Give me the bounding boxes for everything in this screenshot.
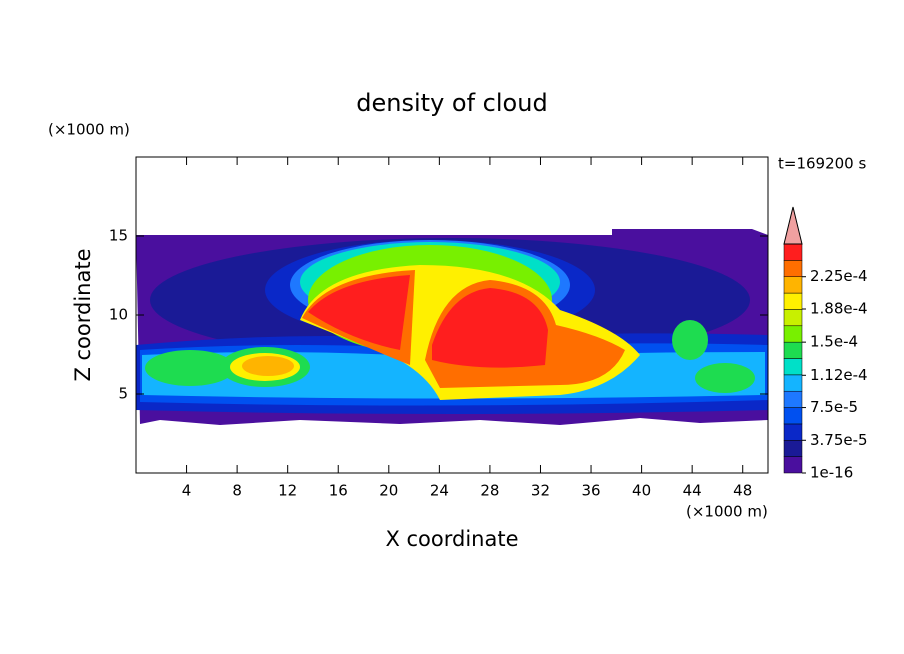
x-tick-label: 48 <box>733 482 752 500</box>
colorbar-band <box>783 390 803 408</box>
time-annotation: t=169200 s <box>778 155 866 173</box>
colorbar-band <box>783 276 803 294</box>
x-tick-label: 4 <box>182 482 192 500</box>
x-unit: (×1000 m) <box>686 503 768 521</box>
contour-region <box>695 363 755 393</box>
x-tick-label: 8 <box>232 482 242 500</box>
colorbar-band <box>783 407 803 425</box>
x-tick-label: 24 <box>430 482 449 500</box>
colorbar-band <box>783 358 803 376</box>
colorbar-band <box>783 456 803 474</box>
y-axis-label: Z coordinate <box>71 248 95 381</box>
colorbar-label: 1.5e-4 <box>810 333 858 351</box>
x-tick-label: 36 <box>581 482 600 500</box>
x-tick-label: 20 <box>379 482 398 500</box>
contour-field <box>136 229 768 425</box>
x-tick-label: 12 <box>278 482 297 500</box>
colorbar-band <box>783 260 803 277</box>
y-tick-label: 15 <box>109 227 128 245</box>
colorbar-band <box>783 243 803 261</box>
contour-region <box>432 288 548 368</box>
y-tick-label: 10 <box>109 306 128 324</box>
colorbar-band <box>783 325 803 343</box>
colorbar-label: 3.75e-5 <box>810 431 868 449</box>
x-tick-label: 40 <box>632 482 651 500</box>
colorbar-overflow <box>783 206 803 245</box>
y-unit: (×1000 m) <box>48 121 130 139</box>
x-tick-label: 44 <box>683 482 702 500</box>
colorbar-label: 7.5e-5 <box>810 398 858 416</box>
colorbar-label: 2.25e-4 <box>810 267 868 285</box>
colorbar-label: 1e-16 <box>810 464 853 482</box>
y-tick-label: 5 <box>118 385 128 403</box>
colorbar-band <box>783 309 803 327</box>
x-tick-label: 28 <box>480 482 499 500</box>
contour-region <box>308 275 410 350</box>
contour-region <box>242 356 294 376</box>
x-tick-label: 32 <box>531 482 550 500</box>
colorbar-band <box>783 341 803 359</box>
colorbar-band <box>783 292 803 310</box>
colorbar-band <box>783 374 803 392</box>
contour-region <box>145 350 235 386</box>
colorbar-label: 1.88e-4 <box>810 299 868 317</box>
x-tick-label: 16 <box>329 482 348 500</box>
x-axis-label: X coordinate <box>385 527 518 551</box>
colorbar-band <box>783 423 803 441</box>
colorbar-band <box>783 440 803 457</box>
chart-title: density of cloud <box>356 89 547 117</box>
colorbar-label: 1.12e-4 <box>810 366 868 384</box>
contour-region <box>672 320 708 360</box>
